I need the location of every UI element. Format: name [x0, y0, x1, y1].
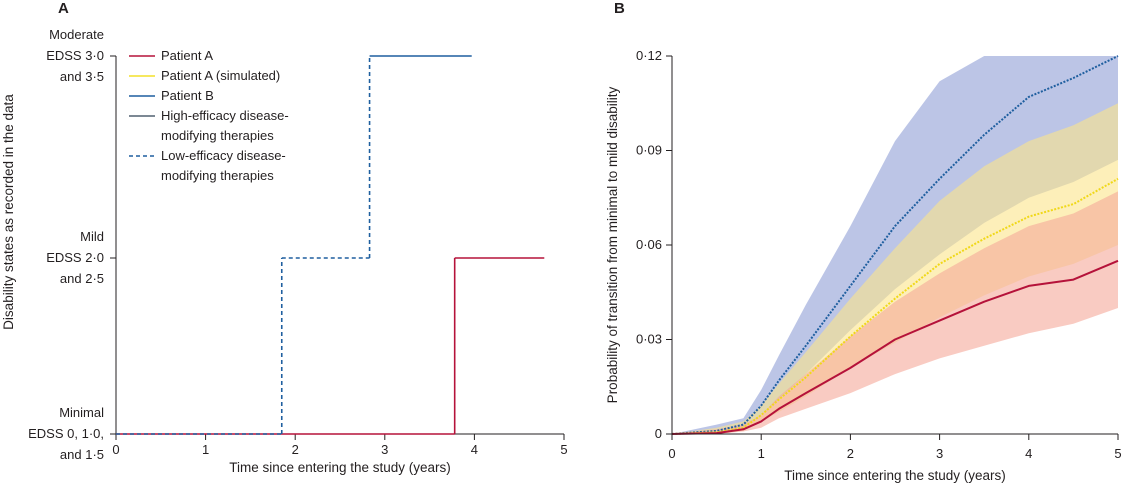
panel-b-y-tick-label: 0·06 [636, 237, 662, 252]
panel-b-line-patient-a [671, 259, 1119, 435]
panel-b-band-patient-a-simulated [672, 103, 1118, 435]
panel-b-x-tick-label: 4 [1025, 446, 1032, 461]
panel-b: B 0 1 2 3 4 5 0 0·03 0·06 0·09 0·12 Time since en… [605, 0, 1122, 483]
panel-b-line-patient-a-simulated [671, 177, 1119, 435]
panel-a-state-label: Minimal [59, 405, 104, 420]
panel-a-y-states: Minimal EDSS 0, 1·0, and 1·5 Mild EDSS 2·0 an… [28, 27, 116, 462]
panel-b-y-ticks: 0 0·03 0·06 0·09 0·12 [636, 48, 672, 441]
panel-a-state-label: EDSS 2·0 [46, 250, 104, 265]
panel-a-legend: Patient A Patient A (simulated) Patient B H… [129, 48, 289, 183]
panel-a-x-tick-label: 4 [471, 442, 478, 457]
panel-a-state-label: Mild [80, 229, 104, 244]
panel-a-y-axis-title: Disability states as recorded in the dat… [1, 94, 16, 330]
panel-a-x-tick-label: 5 [560, 442, 567, 457]
panel-b-x-ticks: 0 1 2 3 4 5 [668, 434, 1122, 461]
panel-b-x-tick-label: 3 [936, 446, 943, 461]
panel-b-x-tick-label: 5 [1114, 446, 1121, 461]
panel-a: A 0 1 2 3 4 5 Minimal EDSS 0, 1·0, and 1·5 Mild E… [1, 0, 568, 475]
panel-a-state-label: and 3·5 [60, 69, 104, 84]
legend-label: High-efficacy disease- [161, 108, 289, 123]
panel-b-y-tick-label: 0 [655, 426, 662, 441]
panel-b-y-axis-title: Probability of transition from minimal t… [605, 86, 620, 403]
panel-b-y-tick-label: 0·03 [636, 332, 662, 347]
legend-label: modifying therapies [161, 168, 274, 183]
panel-a-x-ticks: 0 1 2 3 4 5 [112, 434, 568, 457]
panel-a-state-label: Moderate [49, 27, 104, 42]
panel-a-x-tick-label: 2 [292, 442, 299, 457]
panel-a-x-axis-title: Time since entering the study (years) [229, 460, 451, 475]
legend-label: Patient B [161, 88, 214, 103]
panel-a-series [116, 55, 545, 435]
panel-b-y-tick-label: 0·09 [636, 143, 662, 158]
panel-b-y-tick-label: 0·12 [636, 48, 662, 63]
panel-a-state-label: EDSS 0, 1·0, [28, 426, 104, 441]
panel-a-x-tick-label: 0 [112, 442, 119, 457]
panel-a-state-label: and 2·5 [60, 271, 104, 286]
panel-b-band-patient-b [672, 56, 1118, 434]
legend-label: modifying therapies [161, 128, 274, 143]
panel-b-series-lines [671, 55, 1119, 435]
panel-b-band-patient-a [672, 191, 1118, 434]
panel-a-x-tick-label: 1 [202, 442, 209, 457]
panel-b-confidence-bands [672, 56, 1118, 435]
panel-b-x-axis-title: Time since entering the study (years) [784, 468, 1006, 483]
legend-label: Patient A (simulated) [161, 68, 280, 83]
panel-b-x-tick-label: 2 [847, 446, 854, 461]
panel-b-line-patient-b [671, 55, 1119, 435]
panel-a-state-label: EDSS 3·0 [46, 48, 104, 63]
panel-b-x-tick-label: 1 [758, 446, 765, 461]
panel-a-x-tick-label: 3 [381, 442, 388, 457]
legend-label: Low-efficacy disease- [161, 148, 286, 163]
legend-label: Patient A [161, 48, 213, 63]
panel-a-letter: A [58, 0, 69, 17]
panel-b-letter: B [614, 0, 625, 17]
panel-b-x-tick-label: 0 [668, 446, 675, 461]
panel-a-state-label: and 1·5 [60, 447, 104, 462]
